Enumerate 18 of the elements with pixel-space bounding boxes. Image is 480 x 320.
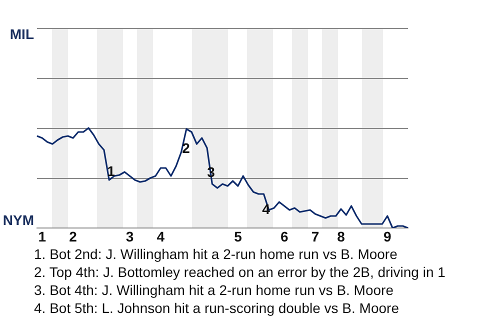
text: 2. Top 4th: J. Bottomley reached on an error by the 2B, driving in 1 [34, 263, 446, 281]
text: NYM [2, 212, 34, 228]
x-tick-label: 3 [126, 228, 134, 244]
x-tick-label: 6 [280, 228, 288, 244]
x-tick-label: 2 [69, 228, 78, 244]
text: 3. Bot 4th: J. Willingham hit a 2-run home run vs B. Moore [34, 281, 394, 299]
annotation: 2 [181, 139, 191, 157]
x-tick-label: 4 [156, 228, 165, 244]
x-tick-label: 9 [383, 228, 392, 244]
annotation: 4 [261, 200, 271, 218]
x-tick-label: 7 [311, 228, 320, 244]
text: 1. Bot 2nd: J. Willingham hit a 2-run home run vs B. Moore [34, 245, 398, 263]
text: 4. Bot 5th: L. Johnson hit a run-scoring double vs B. Moore [34, 299, 400, 317]
x-tick-label: 8 [337, 228, 346, 244]
x-tick-label: 5 [234, 228, 242, 244]
x-tick-label: 1 [38, 228, 46, 244]
text: MIL [10, 26, 34, 42]
annotation: 1 [106, 162, 116, 180]
